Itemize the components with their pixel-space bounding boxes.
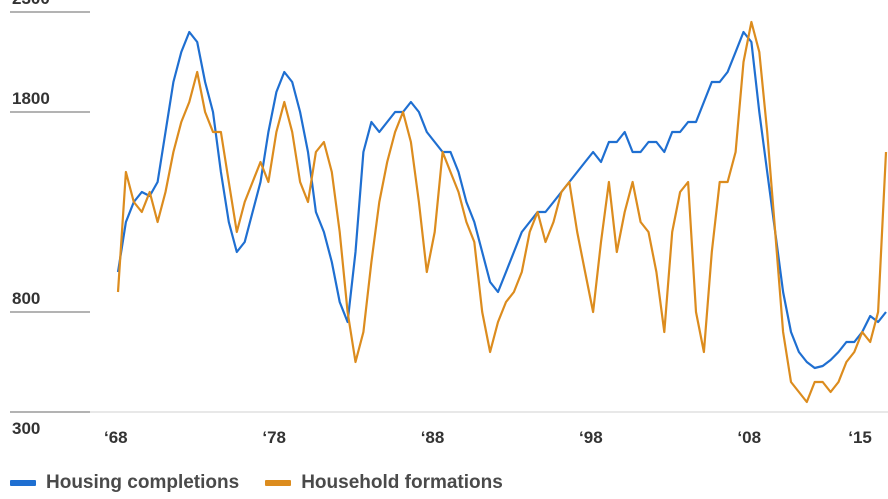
x-tick-label: ‘68 (104, 428, 128, 447)
y-tick-label: 1800 (12, 89, 50, 108)
legend-label: Household formations (301, 472, 503, 493)
series-line-1 (116, 20, 888, 404)
y-tick-label: 300 (12, 419, 40, 438)
legend-item-0: Housing completions (10, 472, 239, 494)
line-chart: 2300 1800 800 300 ‘68 ‘78 ‘88 ‘98 ‘08 ‘15 (10, 0, 888, 447)
y-tick-label: 800 (12, 289, 40, 308)
x-tick-label: ‘88 (421, 428, 445, 447)
y-tick-label: 2300 (12, 0, 50, 8)
series-line-0 (116, 30, 887, 370)
legend-swatch (10, 480, 36, 486)
series-lines (116, 20, 888, 404)
x-tick-label: ‘98 (579, 428, 603, 447)
legend-item-1: Household formations (265, 472, 503, 494)
legend-swatch (265, 480, 292, 486)
x-tick-label: ‘15 (848, 428, 872, 447)
axes: 2300 1800 800 300 ‘68 ‘78 ‘88 ‘98 ‘08 ‘15 (10, 0, 888, 447)
legend-label: Housing completions (46, 472, 240, 493)
x-tick-label: ‘78 (262, 428, 286, 447)
legend: Housing completions Household formations (10, 472, 529, 494)
x-tick-label: ‘08 (737, 428, 761, 447)
